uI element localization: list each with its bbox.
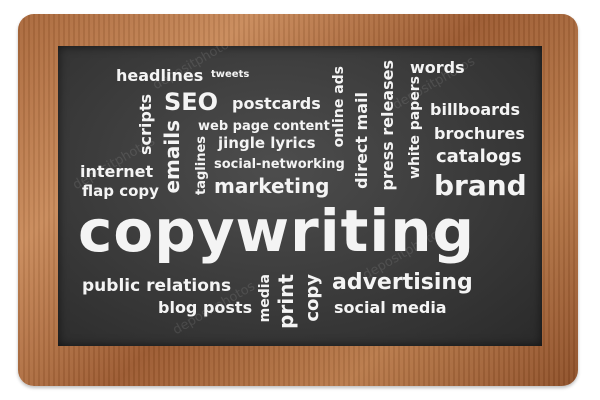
word-web-page-content: web page content [198, 119, 330, 134]
word-brand: brand [434, 169, 527, 202]
word-white-papers: white papers [407, 76, 423, 179]
word-press-releases: press releases [378, 60, 397, 191]
word-scripts: scripts [136, 94, 155, 156]
word-social-networking: social-networking [214, 157, 345, 172]
word-social-media: social media [334, 298, 447, 317]
word-direct-mail: direct mail [352, 92, 371, 189]
word-taglines: taglines [194, 136, 209, 196]
word-postcards: postcards [232, 94, 321, 113]
word-internet: internet [80, 162, 154, 181]
word-seo: SEO [164, 88, 219, 116]
word-tweets: tweets [211, 69, 250, 80]
word-public-relations: public relations [82, 276, 232, 296]
word-emails: emails [160, 120, 184, 194]
word-flap-copy: flap copy [82, 182, 159, 200]
word-online-ads: online ads [331, 66, 347, 148]
word-marketing: marketing [214, 174, 330, 198]
word-copywriting: copywriting [78, 197, 476, 265]
word-print: print [274, 274, 298, 329]
word-catalogs: catalogs [436, 146, 522, 167]
chalkboard-surface: depositphotos depositphotos depositphoto… [58, 46, 542, 346]
word-words: words [410, 58, 465, 77]
word-media: media [257, 274, 273, 323]
word-brochures: brochures [434, 124, 525, 143]
word-advertising: advertising [332, 270, 473, 295]
word-headlines: headlines [116, 66, 204, 85]
word-billboards: billboards [430, 100, 521, 119]
word-copy: copy [302, 274, 323, 322]
word-blog-posts: blog posts [158, 298, 253, 317]
word-jingle-lyrics: jingle lyrics [218, 134, 316, 152]
